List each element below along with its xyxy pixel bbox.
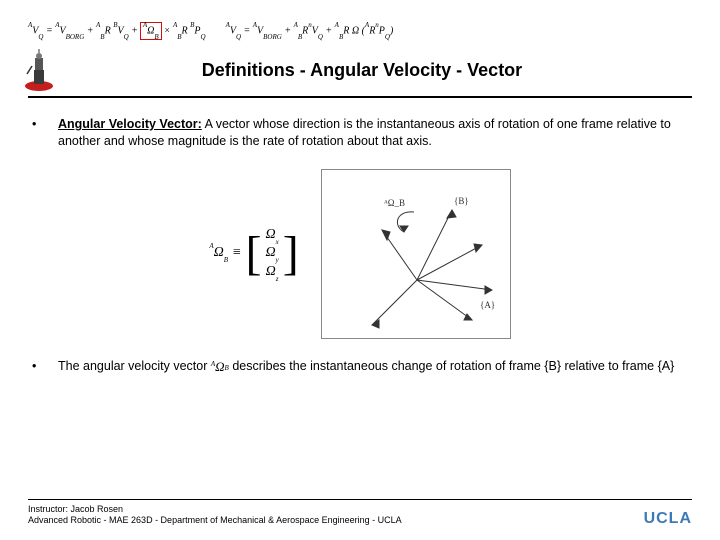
- bullet-2: • The angular velocity vector AΩB descri…: [28, 358, 692, 376]
- bullet-1-term: Angular Velocity Vector:: [58, 117, 202, 131]
- bullet-2-pre: The angular velocity vector: [58, 359, 211, 373]
- omega-label: ᴬΩ_B: [384, 198, 405, 208]
- frame-b-label: {B}: [454, 196, 469, 206]
- bullet-marker: •: [28, 358, 58, 376]
- ucla-logo: UCLA: [644, 510, 692, 528]
- equation-left: AVQ = AVBORG + ABR BVQ + AΩB × ABR BPQ: [28, 22, 206, 39]
- bullet-2-text: The angular velocity vector AΩB describe…: [58, 358, 692, 376]
- slide-body: • Angular Velocity Vector: A vector whos…: [28, 116, 692, 375]
- bullet-2-post: describes the instantaneous change of ro…: [232, 359, 674, 373]
- bullet-1: • Angular Velocity Vector: A vector whos…: [28, 116, 692, 150]
- frame-a-label: {A}: [480, 300, 495, 310]
- slide: AVQ = AVBORG + ABR BVQ + AΩB × ABR BPQ A…: [0, 0, 720, 540]
- inline-omega: AΩB: [211, 358, 229, 376]
- footer-line-1: Instructor: Jacob Rosen: [28, 504, 692, 515]
- matrix-equation: AΩB ≡ [ Ωx Ωy Ωz ]: [209, 220, 298, 288]
- frame-diagram: ᴬΩ_B {B} {A}: [321, 169, 511, 339]
- footer-line-2: Advanced Robotic - MAE 263D - Department…: [28, 515, 692, 526]
- bullet-marker: •: [28, 116, 58, 150]
- left-bracket-icon: [: [245, 220, 261, 288]
- title-row: Definitions - Angular Velocity - Vector: [28, 48, 692, 92]
- boxed-term: AΩB: [140, 22, 162, 39]
- footer: Instructor: Jacob Rosen Advanced Robotic…: [28, 499, 692, 527]
- footer-rule: [28, 499, 692, 500]
- equiv-symbol: ≡: [232, 244, 241, 263]
- equation-right: AVQ = AVBORG + ABRnVQ + ABR Ω (ARnPQ): [226, 23, 394, 38]
- right-bracket-icon: ]: [283, 220, 299, 288]
- title-rule: [28, 96, 692, 98]
- robot-icon: [22, 48, 56, 92]
- top-equation-row: AVQ = AVBORG + ABR BVQ + AΩB × ABR BPQ A…: [28, 18, 692, 44]
- figure-row: AΩB ≡ [ Ωx Ωy Ωz ]: [28, 164, 692, 344]
- matrix-column: Ωx Ωy Ωz: [265, 222, 278, 286]
- slide-title: Definitions - Angular Velocity - Vector: [66, 60, 658, 81]
- bullet-1-text: Angular Velocity Vector: A vector whose …: [58, 116, 692, 150]
